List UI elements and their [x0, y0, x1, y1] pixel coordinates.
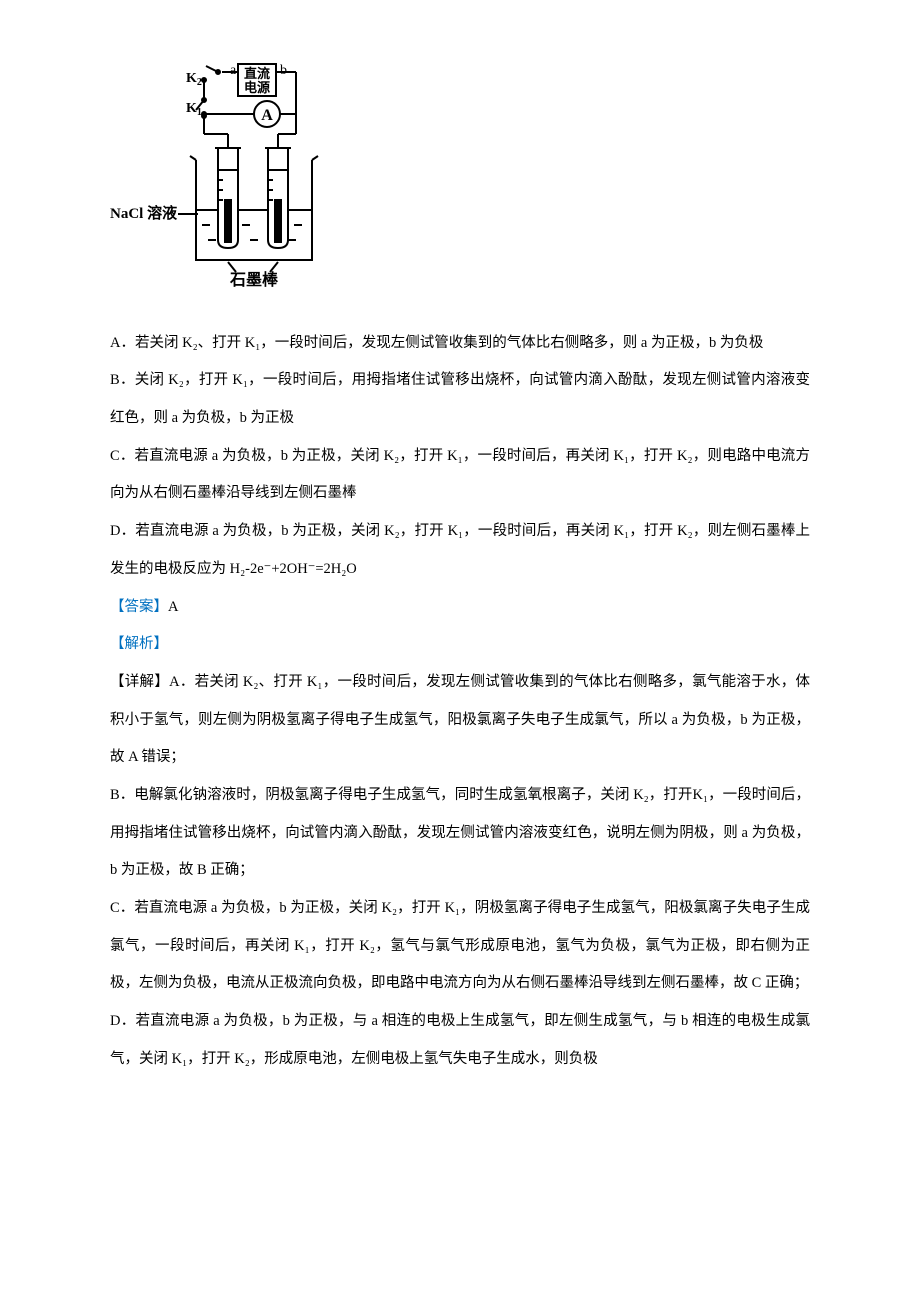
graphite-label: 石墨棒	[229, 270, 279, 289]
analysis-d: D．若直流电源 a 为负极，b 为正极，与 a 相连的电极上生成氢气，即左侧生成…	[110, 1003, 810, 1078]
circuit-svg: 直流 电源 a b	[110, 60, 340, 295]
terminal-a-label: a	[230, 63, 237, 78]
analysis-c: C．若直流电源 a 为负极，b 为正极，关闭 K₂，打开 K₁，阴极氢离子得电子…	[110, 890, 810, 1003]
analysis-label: 【解析】	[110, 636, 168, 652]
option-a: A．若关闭 K₂、打开 K₁，一段时间后，发现左侧试管收集到的气体比右侧略多，则…	[110, 325, 810, 363]
option-b: B．关闭 K₂，打开 K₁，一段时间后，用拇指堵住试管移出烧杯，向试管内滴入酚酞…	[110, 362, 810, 437]
switch-k2-label: K2	[186, 71, 202, 88]
power-label-2: 电源	[244, 80, 270, 95]
terminal-b-label: b	[280, 63, 287, 78]
analysis-label-line: 【解析】	[110, 626, 810, 664]
option-c: C．若直流电源 a 为负极，b 为正极，关闭 K₂，打开 K₁，一段时间后，再关…	[110, 438, 810, 513]
analysis-a-text: A．若关闭 K₂、打开 K₁，一段时间后，发现左侧试管收集到的气体比右侧略多，氯…	[110, 674, 810, 765]
option-d: D．若直流电源 a 为负极，b 为正极，关闭 K₂，打开 K₁，一段时间后，再关…	[110, 513, 810, 588]
answer-label: 【答案】	[110, 599, 168, 615]
switch-k1-label: K1	[186, 101, 202, 118]
analysis-a: 【详解】A．若关闭 K₂、打开 K₁，一段时间后，发现左侧试管收集到的气体比右侧…	[110, 664, 810, 777]
detail-label: 【详解】	[110, 674, 169, 690]
answer-line: 【答案】A	[110, 589, 810, 627]
circuit-figure: 直流 电源 a b	[110, 60, 810, 311]
ammeter-label: A	[261, 107, 273, 124]
analysis-b: B．电解氯化钠溶液时，阴极氢离子得电子生成氢气，同时生成氢氧根离子，关闭 K₂，…	[110, 777, 810, 890]
answer-value: A	[168, 599, 178, 615]
power-label-1: 直流	[244, 66, 270, 81]
document-content: 直流 电源 a b	[110, 60, 810, 1078]
nacl-label: NaCl 溶液	[110, 204, 178, 222]
